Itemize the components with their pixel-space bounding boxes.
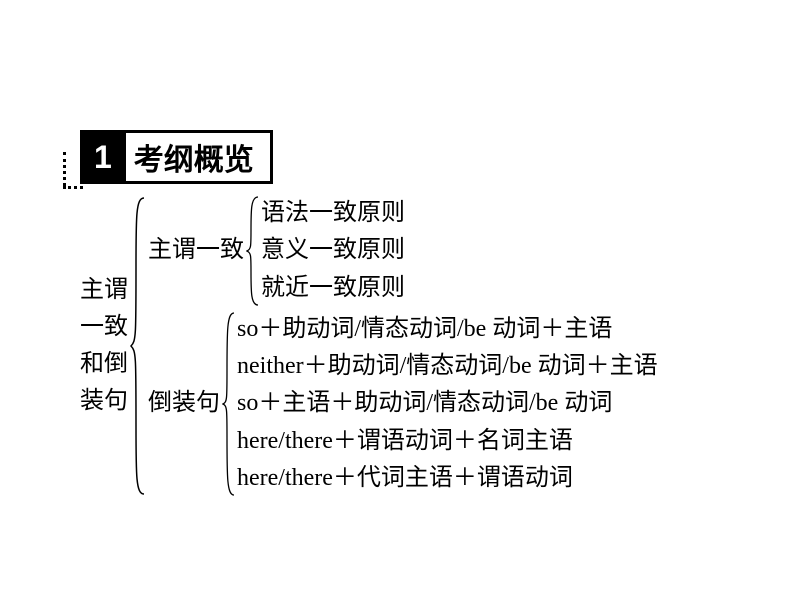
branch-brace [246, 195, 261, 307]
leaf-item: 语法一致原则 [261, 195, 405, 232]
root-line: 装句 [80, 383, 128, 420]
root-label: 主谓 一致 和倒 装句 [80, 272, 128, 421]
section-header: 1 考纲概览 [80, 130, 273, 184]
outline-tree: 主谓 一致 和倒 装句 主谓一致 语法一致原则 意义一致原则 就近一致原则 [80, 195, 658, 497]
leaf-item: so＋助动词/情态动词/be 动词＋主语 [237, 311, 658, 348]
root-line: 一致 [80, 309, 128, 346]
branch-inversion: 倒装句 so＋助动词/情态动词/be 动词＋主语 neither＋助动词/情态动… [148, 311, 658, 497]
branch-label: 主谓一致 [148, 232, 244, 269]
branch-label: 倒装句 [148, 385, 220, 422]
leaf-item: 意义一致原则 [261, 232, 405, 269]
branch-brace [222, 311, 237, 497]
root-brace [130, 196, 148, 496]
root-line: 和倒 [80, 346, 128, 383]
branch-subject-verb: 主谓一致 语法一致原则 意义一致原则 就近一致原则 [148, 195, 658, 307]
leaf-item: here/there＋代词主语＋谓语动词 [237, 460, 658, 497]
leaf-item: neither＋助动词/情态动词/be 动词＋主语 [237, 348, 658, 385]
leaf-item: so＋主语＋助动词/情态动词/be 动词 [237, 385, 658, 422]
leaf-item: here/there＋谓语动词＋名词主语 [237, 423, 658, 460]
section-title: 考纲概览 [126, 130, 273, 184]
leaf-item: 就近一致原则 [261, 270, 405, 307]
header-dotted-connector-h [63, 186, 83, 189]
root-line: 主谓 [80, 272, 128, 309]
section-number-badge: 1 [80, 130, 126, 184]
